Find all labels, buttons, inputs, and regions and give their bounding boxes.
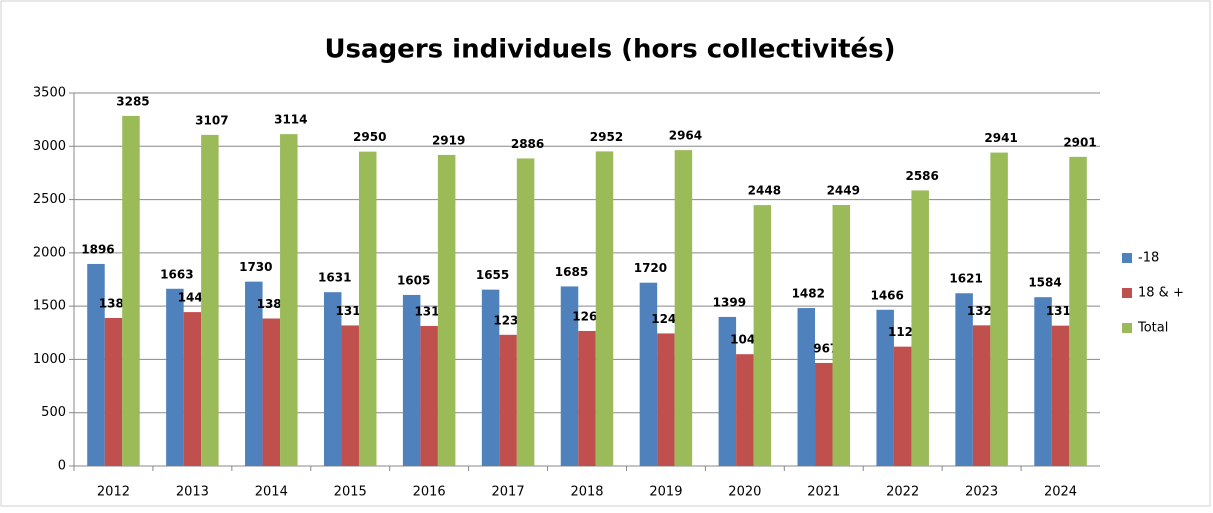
bar xyxy=(1034,297,1052,466)
y-tick-label: 3000 xyxy=(33,139,66,154)
bar xyxy=(201,134,219,466)
x-tick-label: 2021 xyxy=(807,485,840,500)
bar xyxy=(183,312,202,466)
value-label: 2886 xyxy=(511,137,544,151)
bar xyxy=(753,205,772,466)
bar xyxy=(420,325,438,466)
value-label: 3114 xyxy=(274,113,307,127)
chart-title: Usagers individuels (hors collectivités) xyxy=(324,35,895,65)
legend-label: 18 & + xyxy=(1138,286,1184,301)
x-tick-label: 2022 xyxy=(886,485,919,500)
x-tick-label: 2013 xyxy=(176,485,209,500)
bar xyxy=(122,115,140,467)
bar xyxy=(736,354,754,466)
value-label: 1720 xyxy=(634,261,667,275)
y-tick-label: 2500 xyxy=(33,192,66,207)
legend-swatch xyxy=(1122,323,1132,333)
bar xyxy=(797,308,816,466)
x-tick-label: 2020 xyxy=(728,485,761,500)
value-label: 2941 xyxy=(984,131,1017,145)
value-label: 1621 xyxy=(949,272,982,286)
bar xyxy=(718,316,737,466)
value-label: 2449 xyxy=(827,184,860,198)
value-label: 1466 xyxy=(870,288,903,302)
value-label: 2919 xyxy=(432,133,465,147)
x-tick-label: 2014 xyxy=(255,485,288,500)
bar xyxy=(595,151,614,467)
bar xyxy=(657,333,675,466)
value-label: 1663 xyxy=(160,267,193,281)
x-tick-label: 2012 xyxy=(97,485,130,500)
value-label: 2448 xyxy=(748,184,781,198)
bar xyxy=(245,281,263,466)
value-label: 2950 xyxy=(353,130,386,144)
bar xyxy=(832,205,851,466)
bar xyxy=(262,318,281,466)
bar xyxy=(578,330,596,466)
bar xyxy=(990,152,1008,466)
y-tick-label: 1500 xyxy=(33,299,66,314)
bar xyxy=(516,158,535,466)
legend-swatch xyxy=(1122,288,1132,298)
bar xyxy=(481,289,500,466)
bar xyxy=(639,282,658,466)
bar xyxy=(972,325,991,466)
y-tick-label: 2000 xyxy=(33,245,66,260)
bar xyxy=(1051,325,1070,466)
bar xyxy=(104,317,123,466)
bar xyxy=(911,190,929,466)
x-tick-label: 2015 xyxy=(334,485,367,500)
value-label: 1399 xyxy=(713,295,746,309)
value-label: 2952 xyxy=(590,130,623,144)
value-label: 1584 xyxy=(1028,276,1061,290)
bar xyxy=(341,325,359,466)
value-label: 1631 xyxy=(318,271,351,285)
value-label: 967 xyxy=(813,341,838,355)
value-label: 2586 xyxy=(905,169,938,183)
legend-swatch xyxy=(1122,253,1132,263)
x-tick-label: 2018 xyxy=(570,485,603,500)
value-label: 2964 xyxy=(669,129,702,143)
bar xyxy=(87,263,105,466)
x-tick-label: 2024 xyxy=(1044,485,1077,500)
y-tick-label: 500 xyxy=(41,405,66,420)
bar xyxy=(402,294,421,466)
value-label: 1605 xyxy=(397,273,430,287)
bar xyxy=(437,154,456,466)
x-tick-label: 2016 xyxy=(413,485,446,500)
bar xyxy=(955,293,973,466)
y-tick-label: 1000 xyxy=(33,352,66,367)
bar xyxy=(323,292,342,466)
y-tick-label: 3500 xyxy=(33,86,66,101)
value-label: 1896 xyxy=(81,242,114,256)
value-label: 1655 xyxy=(476,268,509,282)
bar xyxy=(893,346,912,466)
x-tick-label: 2017 xyxy=(492,485,525,500)
bar xyxy=(1069,156,1087,466)
value-label: 1482 xyxy=(792,287,825,301)
value-label: 1685 xyxy=(555,265,588,279)
value-label: 3107 xyxy=(195,113,228,127)
legend-label: -18 xyxy=(1138,251,1159,266)
x-tick-label: 2023 xyxy=(965,485,998,500)
legend-label: Total xyxy=(1137,321,1168,336)
bar xyxy=(358,151,377,466)
value-label: 1730 xyxy=(239,260,272,274)
bar xyxy=(499,334,517,466)
value-label: 3285 xyxy=(116,94,149,108)
bar xyxy=(674,150,693,466)
bar xyxy=(815,362,833,466)
value-label: 2901 xyxy=(1063,135,1096,149)
bar xyxy=(560,286,579,466)
y-tick-label: 0 xyxy=(58,459,66,474)
x-tick-label: 2019 xyxy=(649,485,682,500)
bar xyxy=(280,134,298,466)
bar xyxy=(876,309,894,466)
bar xyxy=(166,288,184,466)
